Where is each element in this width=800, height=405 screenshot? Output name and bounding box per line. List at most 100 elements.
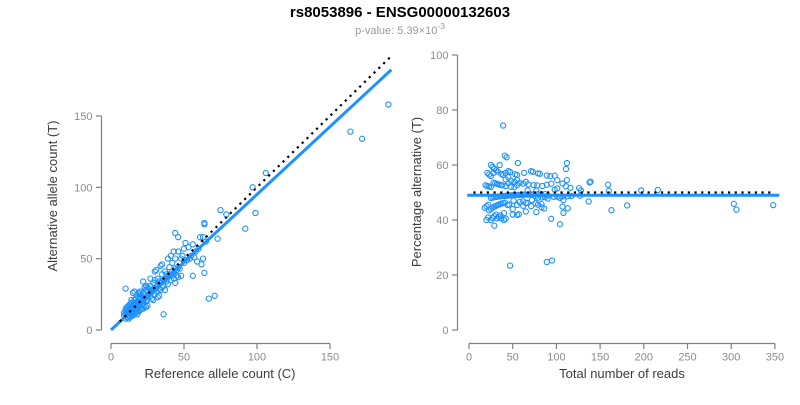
data-point	[484, 169, 491, 177]
data-point	[654, 186, 661, 194]
y-tick-label: 100	[430, 50, 448, 62]
data-point	[563, 159, 571, 167]
data-point	[538, 200, 545, 208]
data-point	[164, 281, 172, 288]
data-point	[262, 169, 269, 177]
data-point	[524, 199, 531, 206]
data-point	[520, 169, 528, 177]
data-point	[530, 181, 537, 189]
data-point	[624, 202, 631, 209]
right-x-axis-title: Total number of reads	[559, 366, 685, 381]
data-point	[547, 173, 554, 180]
data-point	[516, 198, 523, 206]
x-tick-label: 50	[507, 352, 519, 364]
x-tick-label: 150	[591, 352, 609, 364]
data-point	[175, 234, 182, 241]
data-point	[249, 184, 256, 191]
data-point	[122, 285, 129, 292]
data-point	[548, 180, 555, 187]
y-tick-label: 50	[80, 254, 92, 266]
data-point	[169, 259, 176, 267]
data-point	[527, 202, 535, 210]
data-point	[198, 261, 205, 268]
left-x-axis-title: Reference allele count (C)	[144, 366, 295, 381]
data-point	[730, 200, 737, 207]
data-point	[217, 206, 224, 214]
left-y-axis-title: Alternative allele count (T)	[45, 120, 60, 271]
data-point	[556, 221, 564, 228]
data-point	[167, 252, 175, 259]
data-point	[489, 163, 496, 171]
data-point	[733, 206, 740, 213]
data-point	[153, 266, 160, 274]
data-point	[214, 235, 221, 242]
y-tick-label: 0	[86, 325, 92, 337]
figure-subtitle: p-value: 5.39×10-3	[355, 21, 445, 37]
x-tick-label: 150	[321, 352, 339, 364]
figure-title: rs8053896 - ENSG00000132603	[290, 4, 510, 21]
data-point	[541, 205, 548, 212]
data-point	[604, 181, 612, 188]
data-point	[156, 292, 163, 299]
data-point	[385, 101, 392, 108]
data-point	[509, 211, 516, 218]
data-point	[223, 211, 230, 218]
data-point	[516, 179, 523, 187]
data-point	[141, 302, 148, 309]
data-point	[502, 215, 509, 222]
data-point	[507, 177, 515, 185]
right-trend-lines	[467, 191, 780, 197]
data-point	[172, 279, 179, 287]
data-point	[543, 181, 550, 188]
data-point	[139, 278, 147, 285]
left-trend-lines	[109, 55, 393, 332]
data-point	[496, 161, 503, 169]
scatter-plot-percentage-vs-reads: 0 20 40 60 80 100 0 50 100 150 200 250 300 350 Total …	[409, 50, 784, 381]
x-tick-label: 100	[547, 352, 565, 364]
data-point	[185, 244, 192, 251]
x-tick-label: 50	[178, 352, 190, 364]
data-point	[510, 197, 517, 204]
x-tick-label: 350	[766, 352, 784, 364]
data-point	[148, 295, 156, 302]
data-point	[501, 152, 508, 159]
data-point	[500, 209, 508, 217]
pvalue-times: ×10	[419, 25, 438, 37]
x-tick-label: 200	[635, 352, 653, 364]
data-point	[172, 229, 179, 237]
data-point	[563, 177, 571, 184]
data-point	[500, 216, 508, 224]
data-point	[536, 170, 543, 177]
data-point	[608, 207, 615, 214]
y-tick-label: 40	[436, 215, 448, 227]
data-point	[199, 255, 207, 262]
data-point	[507, 183, 515, 190]
data-point	[522, 208, 529, 215]
data-point	[151, 268, 158, 275]
left-data-points	[120, 101, 392, 322]
data-point	[489, 214, 496, 222]
data-point	[205, 295, 212, 302]
data-point	[548, 257, 556, 264]
data-point	[201, 219, 208, 227]
data-point	[543, 172, 550, 179]
right-axes: 0 20 40 60 80 100 0 50 100 150 200 250 300 350	[430, 50, 784, 364]
data-point	[506, 262, 514, 269]
x-tick-label: 300	[722, 352, 740, 364]
data-point	[515, 211, 522, 218]
data-point	[492, 167, 500, 174]
data-point	[503, 154, 510, 161]
data-point	[551, 172, 558, 179]
data-point	[548, 215, 555, 222]
data-point	[534, 182, 541, 189]
data-point	[154, 294, 161, 301]
data-point	[242, 225, 249, 232]
data-point	[179, 252, 186, 259]
x-tick-label: 100	[248, 352, 266, 364]
data-point	[528, 196, 536, 204]
data-point	[499, 182, 506, 189]
data-point	[554, 185, 561, 192]
data-point	[560, 209, 567, 217]
